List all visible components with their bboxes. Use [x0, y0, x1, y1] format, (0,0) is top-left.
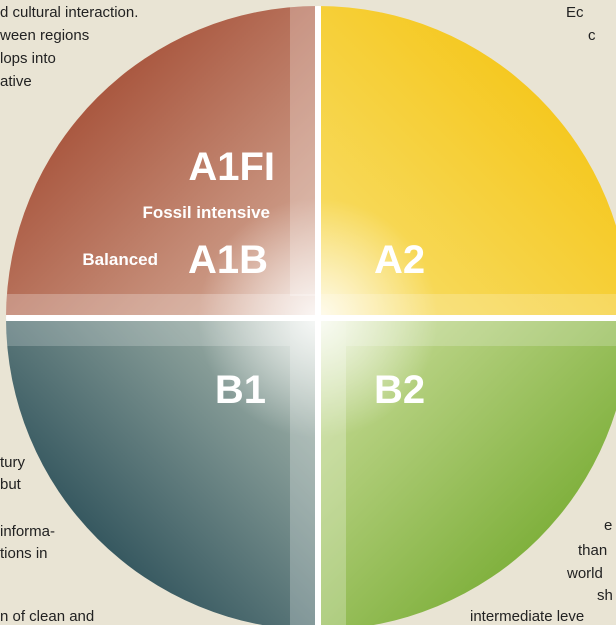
label: B2 [374, 368, 425, 412]
sublabel: Fossil intensive [142, 203, 270, 222]
divider [6, 315, 616, 321]
text: e [604, 517, 612, 534]
text: than [578, 542, 607, 559]
text: intermediate leve [470, 608, 584, 625]
text: d cultural interaction. [0, 4, 138, 21]
label: A2 [374, 238, 425, 282]
label: A1B [188, 238, 268, 282]
label: A1FI [188, 145, 275, 189]
text: informa- [0, 523, 55, 540]
text: ween regions [0, 27, 89, 44]
text: lops into [0, 50, 56, 67]
label: B1 [215, 368, 266, 412]
text: but [0, 476, 22, 493]
text: Ec [566, 4, 584, 21]
divider [315, 6, 321, 625]
text: sh [597, 587, 613, 604]
text: ative [0, 73, 32, 90]
sublabel: Balanced [82, 250, 158, 269]
text: n of clean and [0, 608, 94, 625]
text: tury [0, 454, 26, 471]
text: c [588, 27, 596, 44]
text: world [566, 565, 603, 582]
text: tions in [0, 545, 48, 562]
